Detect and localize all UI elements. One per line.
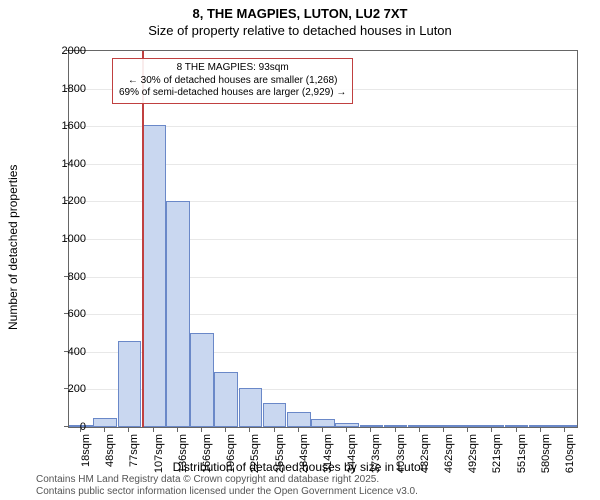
- x-tick-mark: [322, 428, 323, 432]
- bar: [505, 425, 529, 427]
- x-tick-mark: [298, 428, 299, 432]
- x-tick-mark: [395, 428, 396, 432]
- bar: [263, 403, 287, 427]
- annotation-box: 8 THE MAGPIES: 93sqm← 30% of detached ho…: [112, 58, 353, 104]
- bar: [287, 412, 311, 427]
- annotation-line: 69% of semi-detached houses are larger (…: [119, 87, 346, 100]
- y-tick-mark: [64, 276, 68, 277]
- y-tick-label: 2000: [46, 45, 86, 57]
- bar: [456, 425, 480, 427]
- x-tick-mark: [516, 428, 517, 432]
- x-tick-mark: [564, 428, 565, 432]
- y-tick-mark: [64, 426, 68, 427]
- x-tick-label: 462sqm: [443, 434, 455, 484]
- x-tick-label: 521sqm: [491, 434, 503, 484]
- x-tick-mark: [491, 428, 492, 432]
- y-tick-label: 200: [46, 383, 86, 395]
- bar: [408, 425, 432, 427]
- bar: [360, 425, 384, 427]
- x-tick-mark: [419, 428, 420, 432]
- y-tick-label: 600: [46, 308, 86, 320]
- bar: [553, 425, 577, 427]
- bar: [214, 372, 238, 427]
- bar: [384, 425, 408, 427]
- x-tick-mark: [153, 428, 154, 432]
- x-tick-label: 551sqm: [516, 434, 528, 484]
- x-tick-mark: [540, 428, 541, 432]
- bar: [118, 341, 142, 427]
- y-tick-label: 1600: [46, 120, 86, 132]
- y-tick-label: 1400: [46, 158, 86, 170]
- bar: [166, 201, 190, 427]
- bar: [190, 333, 214, 427]
- x-tick-mark: [346, 428, 347, 432]
- y-tick-mark: [64, 388, 68, 389]
- bar: [93, 418, 117, 427]
- marker-line: [142, 51, 144, 427]
- y-tick-label: 400: [46, 346, 86, 358]
- footer-line: Contains public sector information licen…: [36, 486, 418, 498]
- x-tick-mark: [467, 428, 468, 432]
- bar: [432, 425, 456, 427]
- bar: [335, 423, 359, 427]
- bar: [239, 388, 263, 427]
- x-tick-mark: [128, 428, 129, 432]
- x-tick-mark: [274, 428, 275, 432]
- y-tick-label: 800: [46, 271, 86, 283]
- footer-line: Contains HM Land Registry data © Crown c…: [36, 474, 418, 486]
- y-tick-label: 1000: [46, 233, 86, 245]
- bar: [311, 419, 335, 427]
- y-tick-mark: [64, 50, 68, 51]
- y-tick-mark: [64, 313, 68, 314]
- x-tick-label: 610sqm: [564, 434, 576, 484]
- annotation-line: 8 THE MAGPIES: 93sqm: [119, 62, 346, 75]
- x-tick-mark: [177, 428, 178, 432]
- y-tick-mark: [64, 351, 68, 352]
- x-tick-mark: [80, 428, 81, 432]
- y-axis-label: Number of detached properties: [6, 165, 20, 330]
- y-tick-mark: [64, 88, 68, 89]
- x-axis-label: Distribution of detached houses by size …: [0, 460, 600, 474]
- x-tick-mark: [225, 428, 226, 432]
- x-tick-mark: [249, 428, 250, 432]
- chart-subtitle: Size of property relative to detached ho…: [0, 23, 600, 38]
- y-tick-mark: [64, 200, 68, 201]
- bar: [529, 425, 553, 427]
- plot-area: [68, 50, 578, 428]
- x-tick-mark: [104, 428, 105, 432]
- y-tick-mark: [64, 125, 68, 126]
- y-tick-mark: [64, 163, 68, 164]
- annotation-line: ← 30% of detached houses are smaller (1,…: [119, 75, 346, 88]
- chart-title: 8, THE MAGPIES, LUTON, LU2 7XT: [0, 6, 600, 21]
- y-tick-label: 1200: [46, 195, 86, 207]
- x-tick-mark: [201, 428, 202, 432]
- x-tick-label: 432sqm: [419, 434, 431, 484]
- x-tick-label: 492sqm: [467, 434, 479, 484]
- x-tick-label: 580sqm: [540, 434, 552, 484]
- bar: [480, 425, 504, 427]
- y-tick-label: 1800: [46, 83, 86, 95]
- x-tick-mark: [443, 428, 444, 432]
- footer: Contains HM Land Registry data © Crown c…: [36, 474, 418, 498]
- bar: [142, 125, 166, 427]
- x-tick-mark: [370, 428, 371, 432]
- y-tick-mark: [64, 238, 68, 239]
